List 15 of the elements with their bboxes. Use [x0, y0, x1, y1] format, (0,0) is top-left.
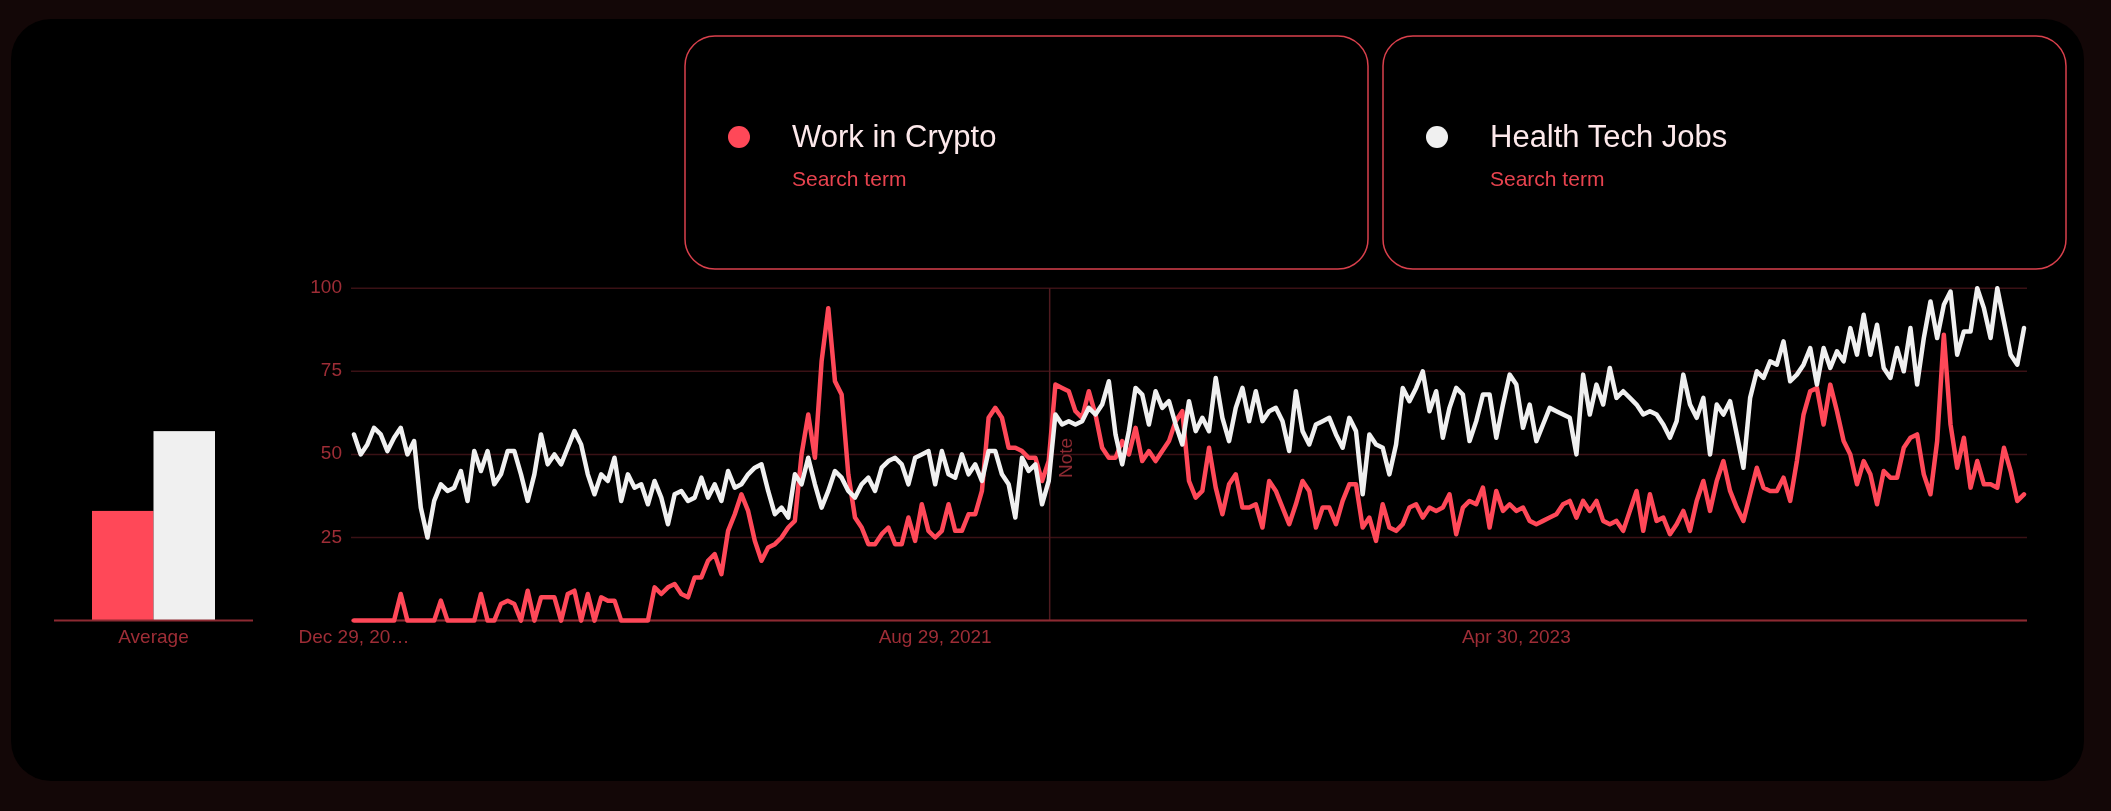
legend-label: Health Tech Jobs	[1490, 119, 1728, 154]
y-tick-label: 75	[320, 359, 342, 381]
x-tick-label: Dec 29, 20…	[298, 626, 410, 647]
legend-label: Work in Crypto	[792, 119, 997, 154]
y-tick-label: 25	[320, 525, 342, 547]
x-tick-label: Apr 30, 2023	[1461, 626, 1571, 647]
ref-line-label: Note	[1054, 437, 1076, 478]
y-tick-label: 50	[320, 442, 342, 464]
x-tick-label: Average	[118, 626, 189, 647]
line-series	[351, 305, 2027, 623]
line-series	[351, 285, 2027, 540]
y-tick-label: 100	[310, 276, 342, 298]
text: Search term	[792, 167, 907, 190]
text: Search term	[1490, 167, 1605, 190]
x-tick-label: Aug 29, 2021	[878, 626, 992, 647]
